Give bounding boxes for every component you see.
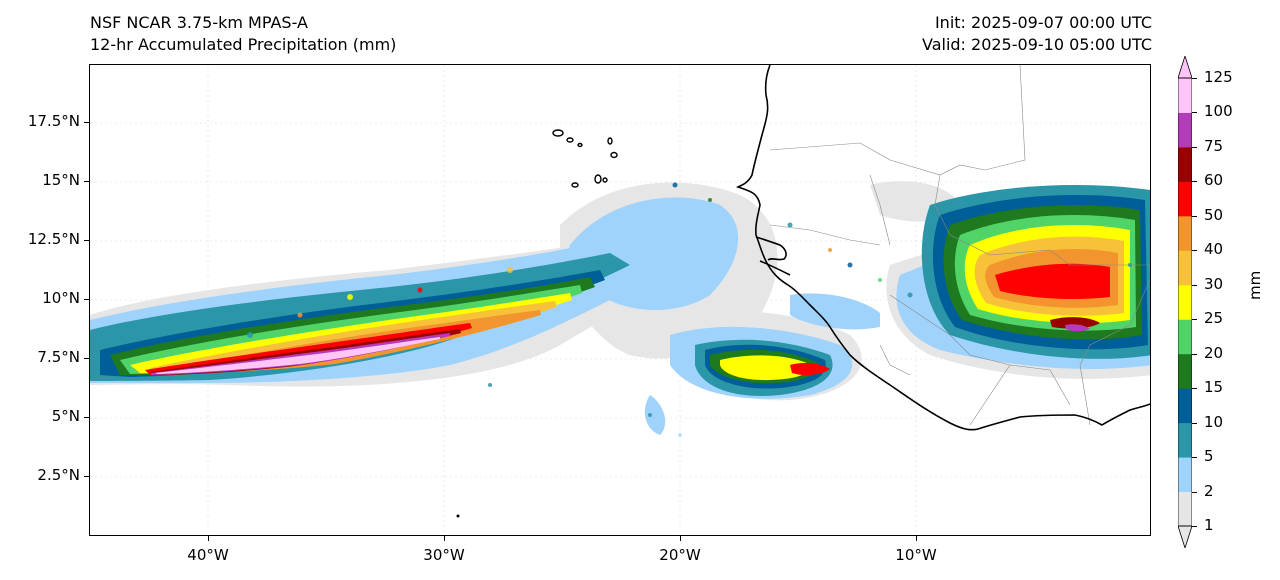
colorbar-level-label: 5 <box>1204 447 1214 466</box>
colorbar-tick <box>1192 353 1197 355</box>
lat-tick-mark <box>84 181 89 182</box>
colorbar-level-label: 1 <box>1204 516 1214 534</box>
colorbar-band <box>1178 78 1192 113</box>
colorbar-tick <box>1192 250 1197 252</box>
colorbar-band <box>1178 388 1192 424</box>
title-right: Init: 2025-09-07 00:00 UTC Valid: 2025-0… <box>922 12 1152 56</box>
lat-tick-label: 5°N <box>51 407 80 425</box>
colorbar-level-label: 50 <box>1204 205 1224 224</box>
lat-tick-label: 12.5°N <box>27 230 80 248</box>
colorbar-level-label: 40 <box>1204 240 1224 259</box>
colorbar-level-label: 100 <box>1204 102 1233 121</box>
colorbar-level-label: 30 <box>1204 274 1224 293</box>
lat-tick-mark <box>84 240 89 241</box>
colorbar-tick <box>1192 215 1197 217</box>
colorbar-tick <box>1192 146 1197 148</box>
lat-tick-mark <box>84 476 89 477</box>
lon-tick-label: 40°W <box>187 546 229 564</box>
coastline-west-africa <box>735 65 1150 431</box>
colorbar-bottom-extension <box>1178 525 1192 548</box>
colorbar-tick <box>1192 78 1197 79</box>
lon-tick-label: 10°W <box>895 546 937 564</box>
lat-tick-mark <box>84 122 89 123</box>
colorbar-level-label: 2 <box>1204 481 1214 500</box>
lat-tick-label: 2.5°N <box>37 466 80 484</box>
colorbar-tick <box>1192 491 1197 493</box>
lon-tick-label: 30°W <box>423 546 465 564</box>
title-left: NSF NCAR 3.75-km MPAS-A 12-hr Accumulate… <box>90 12 396 56</box>
colorbar-tick <box>1192 284 1197 286</box>
colorbar-band <box>1178 250 1192 286</box>
lon-tick-mark <box>444 536 445 541</box>
colorbar-band <box>1178 181 1192 217</box>
colorbar-band <box>1178 457 1192 493</box>
lat-tick-label: 17.5°N <box>27 112 80 130</box>
lon-tick-label: 20°W <box>659 546 701 564</box>
cape-verde-islands <box>552 129 618 188</box>
colorbar-frame <box>1178 77 1192 527</box>
lat-tick-mark <box>84 299 89 300</box>
lon-tick-mark <box>916 536 917 541</box>
colorbar-level-label: 25 <box>1204 309 1224 328</box>
colorbar-band <box>1178 284 1192 320</box>
colorbar-tick <box>1192 112 1197 114</box>
colorbar-tick <box>1192 457 1197 459</box>
map-panel[interactable] <box>89 64 1151 536</box>
colorbar-tick <box>1192 388 1197 390</box>
init-time: Init: 2025-09-07 00:00 UTC <box>934 13 1152 32</box>
colorbar-tick <box>1192 422 1197 424</box>
colorbar-tick <box>1192 526 1197 527</box>
lat-tick-label: 7.5°N <box>37 348 80 366</box>
colorbar-tick <box>1192 319 1197 321</box>
country-borders <box>769 65 1150 426</box>
lat-tick-mark <box>84 417 89 418</box>
colorbar-level-label: 20 <box>1204 343 1224 362</box>
lat-tick-label: 15°N <box>42 171 80 189</box>
colorbar-level-label: 10 <box>1204 412 1224 431</box>
colorbar-level-label: 75 <box>1204 136 1224 155</box>
colorbar <box>1178 56 1192 548</box>
small-island <box>456 514 460 518</box>
model-name: NSF NCAR 3.75-km MPAS-A <box>90 13 308 32</box>
precipitation-map <box>90 65 1150 535</box>
colorbar-band <box>1178 112 1192 148</box>
colorbar-unit: mm <box>1246 270 1264 300</box>
colorbar-band <box>1178 422 1192 458</box>
convective-cells <box>247 182 1132 437</box>
lat-tick-label: 10°N <box>42 289 80 307</box>
colorbar-band <box>1178 353 1192 389</box>
colorbar-band <box>1178 146 1192 182</box>
precip-level-13 <box>155 337 440 374</box>
colorbar-top-extension <box>1178 56 1192 79</box>
lon-tick-mark <box>680 536 681 541</box>
colorbar-band <box>1178 491 1192 527</box>
precip-level-12 <box>150 324 1090 375</box>
colorbar-level-label: 125 <box>1204 68 1233 86</box>
colorbar-band <box>1178 215 1192 251</box>
colorbar-band <box>1178 319 1192 355</box>
lat-tick-mark <box>84 358 89 359</box>
valid-time: Valid: 2025-09-10 05:00 UTC <box>921 35 1152 54</box>
colorbar-level-label: 15 <box>1204 378 1224 397</box>
field-name: 12-hr Accumulated Precipitation (mm) <box>90 35 397 54</box>
colorbar-tick <box>1192 181 1197 183</box>
colorbar-level-label: 60 <box>1204 171 1224 190</box>
lon-tick-mark <box>208 536 209 541</box>
